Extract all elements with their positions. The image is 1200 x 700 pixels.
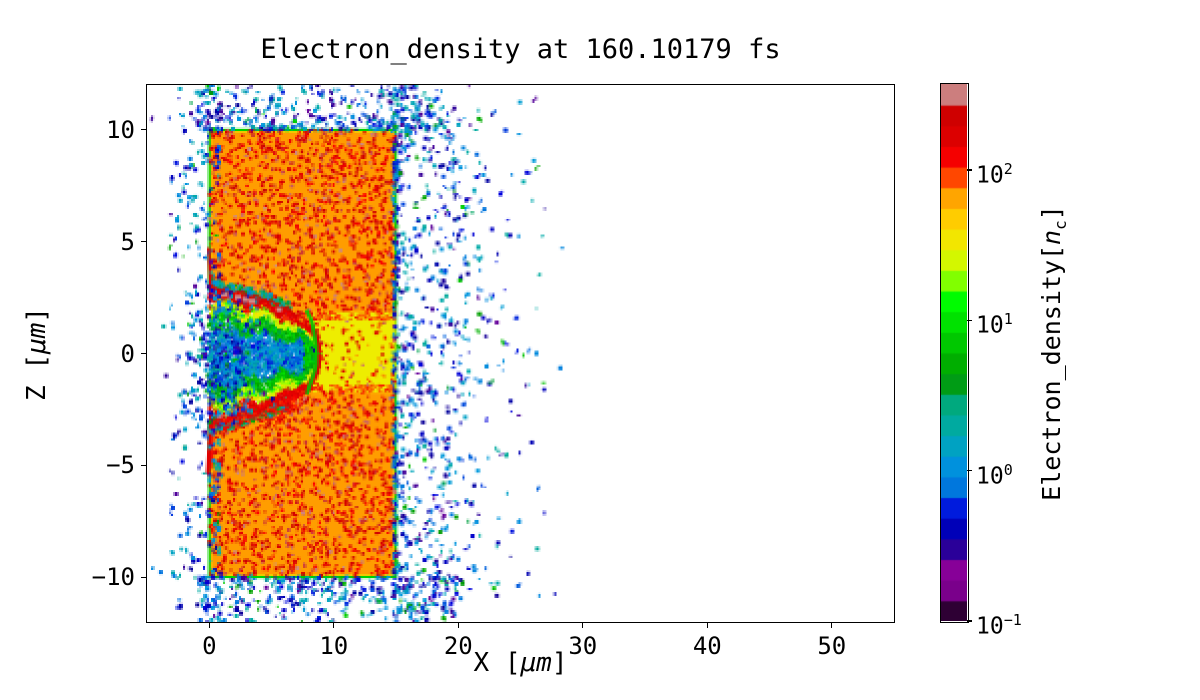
colorbar-tick-exponent: 0	[1003, 460, 1013, 479]
colorbar-tick-exponent: 1	[1003, 310, 1013, 329]
density-heatmap	[147, 85, 894, 622]
colorbar-tick-mark	[967, 470, 972, 472]
colorbar-label-var: n	[1037, 229, 1066, 245]
y-tick-label: −10	[91, 563, 135, 592]
x-tick-mark	[831, 622, 833, 628]
colorbar-tick-exponent: 2	[1003, 160, 1013, 179]
x-axis-label-pre: X [	[473, 648, 521, 678]
x-tick-mark	[333, 622, 335, 628]
colorbar-label-pre: Electron_density[	[1037, 244, 1066, 501]
colorbar-tick-mark	[967, 620, 972, 622]
colorbar-gradient	[941, 84, 967, 621]
x-tick-label: 30	[568, 632, 598, 660]
y-axis-label-unit: μm	[22, 322, 52, 354]
x-tick-mark	[582, 622, 584, 628]
y-tick-mark	[141, 576, 147, 578]
y-tick-mark	[141, 129, 147, 131]
colorbar-tick-label: 101	[976, 310, 1013, 340]
x-tick-label: 10	[319, 632, 349, 660]
colorbar-tick-label: 10−1	[976, 611, 1022, 640]
x-tick-mark	[208, 622, 210, 628]
colorbar-tick-mark	[967, 319, 972, 322]
x-tick-mark	[457, 622, 459, 628]
colorbar-tick-exponent: −1	[1003, 611, 1022, 629]
chart-title: Electron_density at 160.10179 fs	[147, 34, 894, 65]
y-tick-mark	[141, 240, 147, 243]
x-axis-label: X [μm]	[147, 648, 894, 678]
y-axis-label: Z [μm]	[22, 254, 54, 454]
chart-title-text: Electron_density at 160.10179 fs	[260, 34, 781, 65]
x-tick-label: 40	[692, 632, 722, 660]
y-tick-label: 0	[120, 339, 135, 368]
colorbar-tick-label: 100	[976, 460, 1013, 490]
x-axis-label-unit: μm	[520, 648, 552, 678]
colorbar-tick-label: 102	[976, 160, 1013, 189]
x-tick-mark	[706, 622, 708, 628]
colorbar-label-post: ]	[1037, 205, 1066, 221]
x-tick-label: 0	[202, 632, 217, 660]
colorbar-tick-mark	[967, 169, 972, 171]
colorbar-label-sub: c	[1051, 220, 1070, 230]
y-tick-label: 10	[106, 115, 135, 144]
x-axis-label-post: ]	[551, 648, 568, 678]
y-tick-mark	[141, 352, 147, 355]
y-tick-label: 5	[120, 227, 135, 256]
x-tick-label: 50	[817, 632, 847, 660]
y-tick-mark	[141, 464, 147, 467]
y-axis-label-post: ]	[22, 307, 52, 323]
colorbar-label: Electron_density[nc]	[1037, 143, 1070, 563]
x-tick-label: 20	[443, 632, 473, 660]
y-tick-label: −5	[106, 451, 135, 480]
y-axis-label-pre: Z [	[22, 354, 52, 401]
